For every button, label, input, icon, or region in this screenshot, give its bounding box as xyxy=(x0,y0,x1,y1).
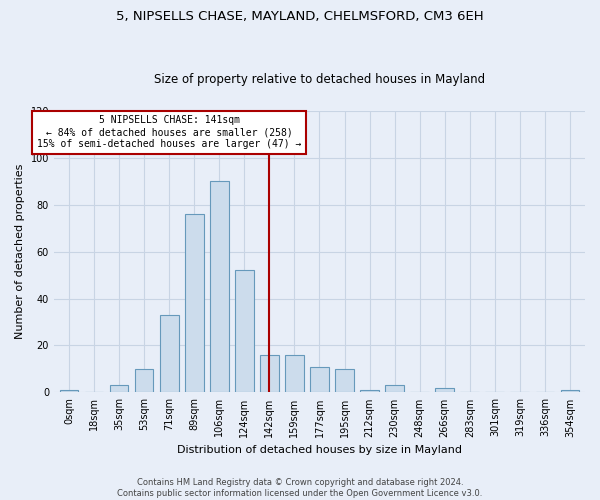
Bar xyxy=(235,270,254,392)
Title: Size of property relative to detached houses in Mayland: Size of property relative to detached ho… xyxy=(154,73,485,86)
Bar xyxy=(385,386,404,392)
Bar xyxy=(335,369,354,392)
X-axis label: Distribution of detached houses by size in Mayland: Distribution of detached houses by size … xyxy=(177,445,462,455)
Bar xyxy=(135,369,154,392)
Text: 5 NIPSELLS CHASE: 141sqm
← 84% of detached houses are smaller (258)
15% of semi-: 5 NIPSELLS CHASE: 141sqm ← 84% of detach… xyxy=(37,116,301,148)
Y-axis label: Number of detached properties: Number of detached properties xyxy=(15,164,25,340)
Bar xyxy=(59,390,79,392)
Bar xyxy=(160,315,179,392)
Bar xyxy=(110,386,128,392)
Bar xyxy=(436,388,454,392)
Bar xyxy=(260,355,279,393)
Bar xyxy=(285,355,304,393)
Bar xyxy=(210,181,229,392)
Text: Contains HM Land Registry data © Crown copyright and database right 2024.
Contai: Contains HM Land Registry data © Crown c… xyxy=(118,478,482,498)
Bar xyxy=(560,390,580,392)
Bar xyxy=(310,366,329,392)
Bar xyxy=(185,214,203,392)
Bar xyxy=(360,390,379,392)
Text: 5, NIPSELLS CHASE, MAYLAND, CHELMSFORD, CM3 6EH: 5, NIPSELLS CHASE, MAYLAND, CHELMSFORD, … xyxy=(116,10,484,23)
